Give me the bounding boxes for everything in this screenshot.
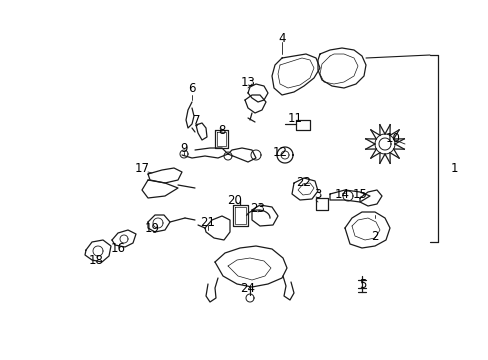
Text: 16: 16	[110, 242, 125, 255]
Text: 2: 2	[370, 230, 378, 243]
Text: 3: 3	[314, 189, 321, 202]
Text: 11: 11	[287, 112, 302, 125]
Text: 8: 8	[218, 123, 225, 136]
Text: 10: 10	[385, 131, 400, 144]
Text: 14: 14	[334, 189, 349, 202]
Text: 22: 22	[296, 175, 311, 189]
Text: 12: 12	[272, 145, 287, 158]
Text: 9: 9	[180, 141, 187, 154]
Text: 19: 19	[144, 221, 159, 234]
Text: 4: 4	[278, 31, 285, 45]
Text: 13: 13	[240, 76, 255, 89]
Text: 20: 20	[227, 194, 242, 207]
Text: 6: 6	[188, 81, 195, 94]
Text: 24: 24	[240, 282, 255, 294]
Text: 17: 17	[134, 162, 149, 175]
Text: 21: 21	[200, 216, 215, 229]
Text: 5: 5	[359, 279, 366, 292]
Text: 1: 1	[449, 162, 457, 175]
Text: 18: 18	[88, 253, 103, 266]
Text: 23: 23	[250, 202, 265, 215]
Text: 7: 7	[193, 113, 201, 126]
Text: 15: 15	[352, 189, 366, 202]
